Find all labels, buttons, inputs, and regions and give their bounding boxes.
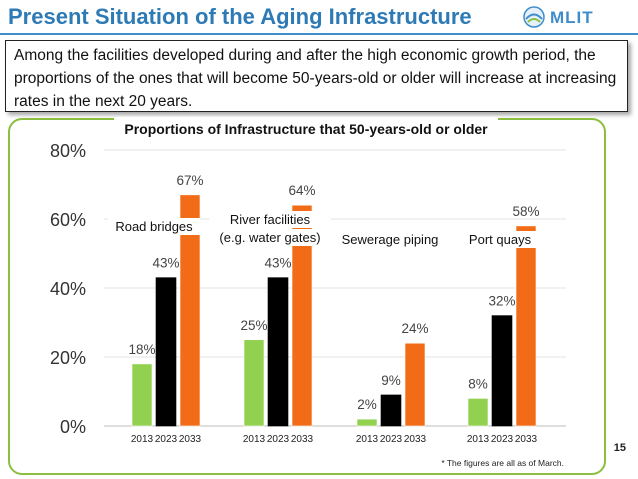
bar-value-label: 9%	[381, 373, 401, 388]
title-underline	[0, 33, 638, 35]
y-tick-label: 20%	[50, 348, 86, 368]
year-tick-label: 2023	[155, 434, 178, 445]
chart-title-backing	[114, 117, 498, 139]
category-label: Road bridges	[115, 219, 193, 234]
year-tick-label: 2013	[131, 434, 154, 445]
year-tick-label: 2023	[491, 434, 514, 445]
bar-value-label: 8%	[468, 376, 488, 391]
category-label: Port quays	[469, 232, 532, 247]
page-number: 15	[613, 442, 626, 454]
mlit-logo-text: MLIT	[550, 8, 594, 27]
bar	[243, 339, 265, 427]
bar	[515, 225, 537, 427]
bar-value-label: 24%	[401, 321, 428, 336]
year-tick-label: 2013	[243, 434, 266, 445]
category-label-backing	[333, 231, 447, 248]
y-tick-label: 60%	[50, 210, 86, 230]
category-label-backing	[209, 211, 331, 228]
summary-callout: Among the facilities developed during an…	[5, 40, 628, 112]
bar	[491, 315, 513, 427]
chart-title: Proportions of Infrastructure that 50-ye…	[124, 121, 488, 137]
year-tick-label: 2033	[291, 434, 314, 445]
bar	[467, 398, 489, 427]
year-tick-label: 2013	[356, 434, 379, 445]
category-label-backing	[107, 218, 201, 235]
bar	[179, 194, 201, 427]
bar	[267, 277, 289, 427]
bar-value-label: 2%	[357, 397, 377, 412]
y-tick-label: 0%	[60, 417, 86, 437]
bar-value-label: 64%	[288, 183, 315, 198]
year-tick-label: 2033	[179, 434, 202, 445]
mlit-logo-icon	[523, 6, 545, 28]
bar	[404, 342, 426, 427]
bar-value-label: 18%	[128, 342, 155, 357]
year-tick-label: 2013	[467, 434, 490, 445]
year-tick-label: 2033	[404, 434, 427, 445]
bar-value-label: 43%	[152, 256, 179, 271]
bar-value-label: 43%	[264, 256, 291, 271]
year-tick-label: 2023	[380, 434, 403, 445]
bar	[380, 394, 402, 427]
bar	[155, 277, 177, 427]
y-tick-label: 40%	[50, 279, 86, 299]
category-label: River facilities	[230, 212, 311, 227]
bar-value-label: 25%	[240, 318, 267, 333]
category-label: Sewerage piping	[342, 232, 439, 247]
bar-value-label: 58%	[512, 204, 539, 219]
mlit-logo: MLIT	[523, 6, 594, 28]
year-tick-label: 2023	[267, 434, 290, 445]
category-label-backing	[202, 229, 338, 246]
bar	[291, 204, 313, 427]
category-label-backing	[461, 231, 539, 248]
category-label: (e.g. water gates)	[219, 230, 320, 245]
bar	[131, 363, 153, 427]
y-tick-label: 80%	[50, 141, 86, 161]
bar	[356, 418, 378, 427]
slide-title: Present Situation of the Aging Infrastru…	[8, 4, 472, 29]
bar-value-label: 67%	[176, 173, 203, 188]
bar-value-label: 32%	[488, 294, 515, 309]
year-tick-label: 2033	[515, 434, 538, 445]
chart-footnote: * The figures are all as of March.	[441, 458, 564, 468]
